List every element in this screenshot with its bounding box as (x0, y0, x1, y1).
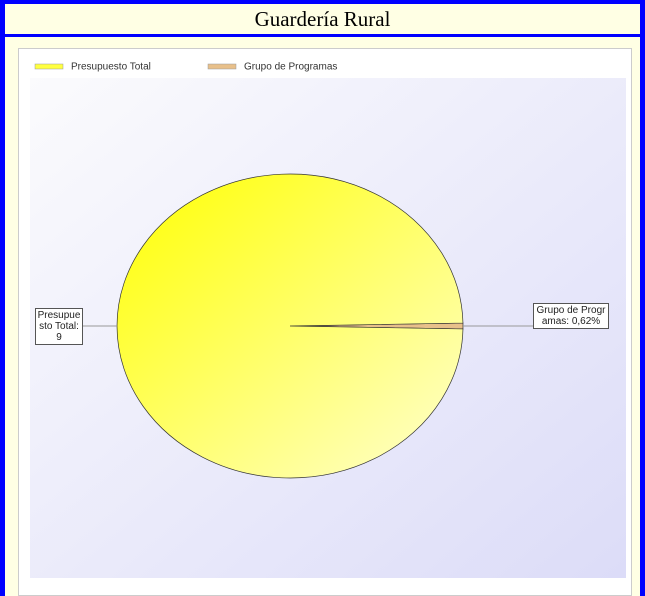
chart-title: Guardería Rural (5, 4, 640, 37)
legend-label: Presupuesto Total (71, 62, 151, 73)
legend-swatch (34, 63, 64, 70)
legend-label: Grupo de Programas (244, 62, 337, 73)
legend-swatch (207, 63, 237, 70)
data-label: Presupuesto Total: 9 (35, 308, 83, 345)
data-label: Grupo de Programas: 0,62% (533, 303, 609, 329)
pie-slice (116, 173, 464, 479)
